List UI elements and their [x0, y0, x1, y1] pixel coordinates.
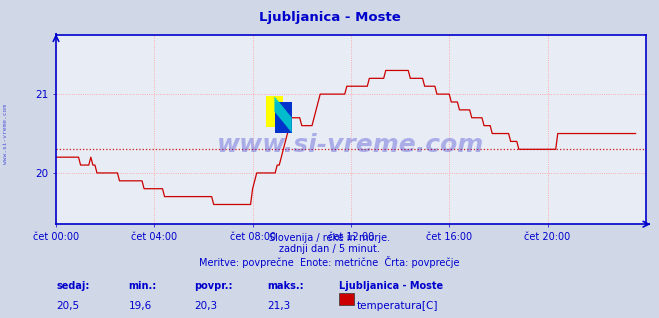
Text: temperatura[C]: temperatura[C] — [357, 301, 439, 310]
Text: 20,5: 20,5 — [56, 301, 79, 310]
Text: zadnji dan / 5 minut.: zadnji dan / 5 minut. — [279, 244, 380, 254]
Text: Ljubljanica - Moste: Ljubljanica - Moste — [258, 11, 401, 24]
Text: 20,3: 20,3 — [194, 301, 217, 310]
Text: Slovenija / reke in morje.: Slovenija / reke in morje. — [269, 233, 390, 243]
Bar — [266, 96, 283, 127]
Bar — [275, 102, 292, 133]
Text: maks.:: maks.: — [267, 281, 304, 291]
Polygon shape — [274, 96, 292, 133]
Text: www.si-vreme.com: www.si-vreme.com — [217, 133, 484, 157]
Text: 21,3: 21,3 — [267, 301, 290, 310]
Text: sedaj:: sedaj: — [56, 281, 90, 291]
Text: Meritve: povprečne  Enote: metrične  Črta: povprečje: Meritve: povprečne Enote: metrične Črta:… — [199, 256, 460, 268]
Text: www.si-vreme.com: www.si-vreme.com — [3, 104, 8, 163]
Text: 19,6: 19,6 — [129, 301, 152, 310]
Text: povpr.:: povpr.: — [194, 281, 233, 291]
Text: Ljubljanica - Moste: Ljubljanica - Moste — [339, 281, 444, 291]
Text: min.:: min.: — [129, 281, 157, 291]
